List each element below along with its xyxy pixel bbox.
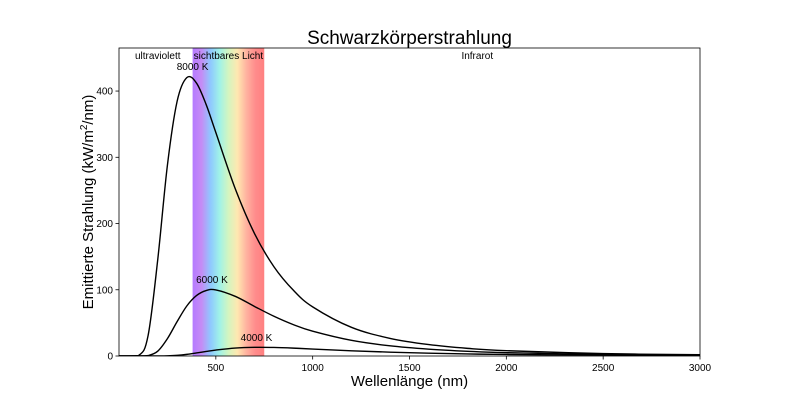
y-tick-label: 100 [96, 285, 113, 296]
x-tick-label: 2000 [495, 363, 518, 374]
y-tick-label: 200 [96, 219, 113, 230]
series-label: 4000 K [241, 333, 273, 344]
x-tick-label: 500 [207, 363, 224, 374]
y-axis-label: Emittierte Strahlung (kW/m2/nm) [79, 95, 97, 310]
x-tick-label: 3000 [689, 363, 712, 374]
x-tick-label: 1500 [398, 363, 421, 374]
y-tick-label: 300 [96, 153, 113, 164]
y-tick-label: 0 [107, 352, 113, 363]
series-label: 8000 K [177, 62, 209, 73]
region-label: Infrarot [461, 51, 493, 62]
series-label: 6000 K [196, 275, 228, 286]
chart-title: Schwarzkörperstrahlung [307, 28, 512, 49]
x-tick-label: 2500 [592, 363, 615, 374]
series-line-8000k [119, 75, 700, 356]
x-tick-label: 1000 [302, 363, 325, 374]
region-label: sichtbares Licht [194, 51, 264, 62]
region-label: ultraviolett [135, 51, 181, 62]
x-axis-label: Wellenlänge (nm) [351, 373, 468, 390]
y-tick-label: 400 [96, 87, 113, 98]
visible-light-band [192, 48, 265, 356]
series-line-6000k [119, 288, 700, 356]
